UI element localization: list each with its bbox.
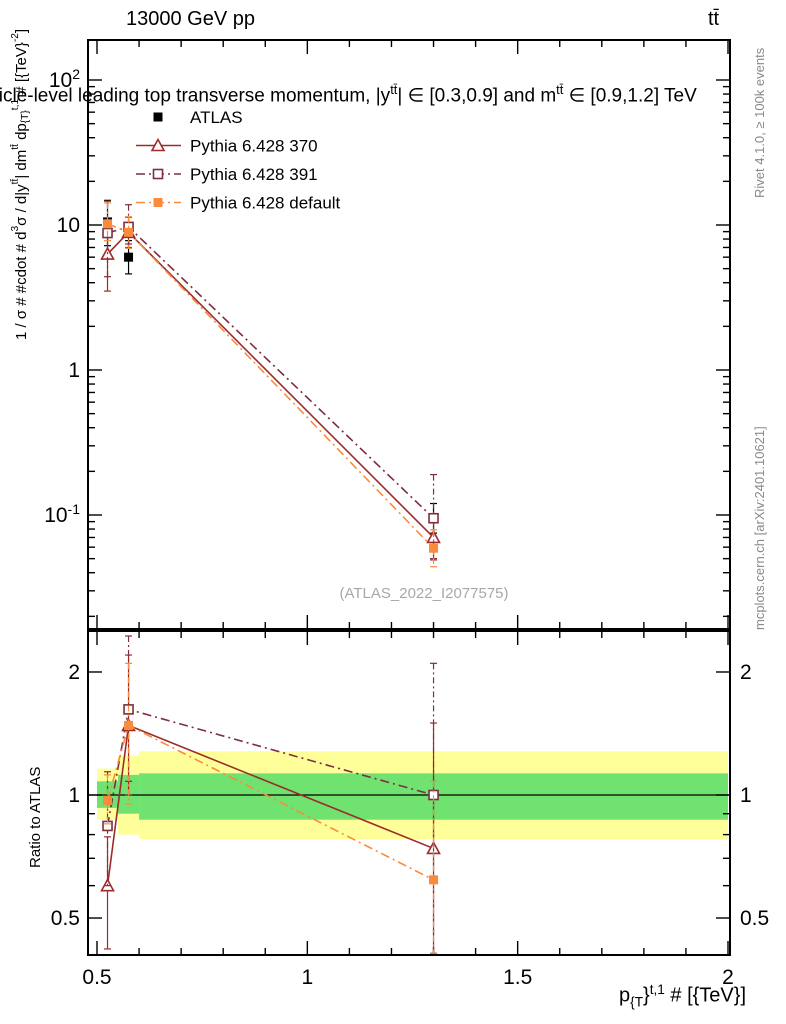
legend-label: Pythia 6.428 default bbox=[190, 194, 341, 213]
axis-ticks bbox=[88, 40, 730, 955]
main-y-axis-label: 1 / σ # #cdot # d3σ / d|ytt̄| dmtt̄ dp{T… bbox=[10, 28, 31, 340]
series-pythia-6-428-default bbox=[103, 202, 439, 568]
ratio-y-tick-label-right: 2 bbox=[740, 661, 752, 684]
main-y-tick-label: 102 bbox=[49, 66, 80, 92]
series-pythia-6-428-391 bbox=[102, 200, 439, 560]
legend-item-pythia-6-428-370: Pythia 6.428 370 bbox=[136, 137, 318, 156]
x-tick-label: 1.5 bbox=[503, 966, 532, 989]
legend-label: ATLAS bbox=[190, 108, 243, 127]
process-label: tt̄ bbox=[708, 8, 720, 30]
series-atlas bbox=[103, 199, 439, 534]
mcplots-reference-label: mcplots.cern.ch [arXiv:2401.10621] bbox=[752, 426, 767, 630]
plot-title-text: particle-level leading top transverse mo… bbox=[0, 82, 697, 107]
legend-item-pythia-6-428-391: Pythia 6.428 391 bbox=[136, 165, 318, 184]
ratio-y-tick-label-right: 1 bbox=[740, 784, 752, 807]
beam-energy-label: 13000 GeV pp bbox=[126, 8, 255, 30]
plot-title: particle-level leading top transverse mo… bbox=[0, 82, 754, 107]
main-frame bbox=[87, 39, 731, 630]
x-tick-label: 1 bbox=[301, 966, 313, 989]
legend-label: Pythia 6.428 370 bbox=[190, 137, 318, 156]
main-y-tick-label: 1 bbox=[68, 359, 80, 382]
x-tick-label: 0.5 bbox=[82, 966, 111, 989]
legend: ATLAS Pythia 6.428 370 Pythia 6.428 391 Pyt… bbox=[136, 108, 341, 213]
main-y-tick-label: 10 bbox=[57, 214, 80, 237]
ratio-series bbox=[100, 635, 441, 954]
legend-item-atlas: ATLAS bbox=[153, 108, 243, 127]
ratio-y-tick-label: 1 bbox=[68, 784, 80, 807]
analysis-watermark: (ATLAS_2022_I2077575) bbox=[339, 585, 508, 602]
ratio-y-tick-label-right: 0.5 bbox=[740, 907, 769, 930]
ratio-series-pythia-6-428-default bbox=[103, 662, 439, 954]
main-y-tick-label: 10-1 bbox=[44, 501, 80, 527]
series-pythia-6-428-370 bbox=[100, 216, 441, 561]
rivet-version-label: Rivet 4.1.0, ≥ 100k events bbox=[752, 47, 767, 198]
x-tick-label: 2 bbox=[722, 966, 734, 989]
ratio-frame bbox=[87, 630, 731, 956]
legend-item-pythia-6-428-default: Pythia 6.428 default bbox=[136, 194, 341, 213]
ratio-y-axis-label: Ratio to ATLAS bbox=[27, 766, 44, 868]
ratio-y-tick-label: 2 bbox=[68, 661, 80, 684]
legend-label: Pythia 6.428 391 bbox=[190, 165, 318, 184]
ratio-y-tick-label: 0.5 bbox=[51, 907, 80, 930]
main-series bbox=[100, 199, 441, 568]
x-axis-label: p{T}t,1 # [{TeV}] bbox=[619, 982, 746, 1010]
uncertainty-bands bbox=[89, 751, 729, 840]
